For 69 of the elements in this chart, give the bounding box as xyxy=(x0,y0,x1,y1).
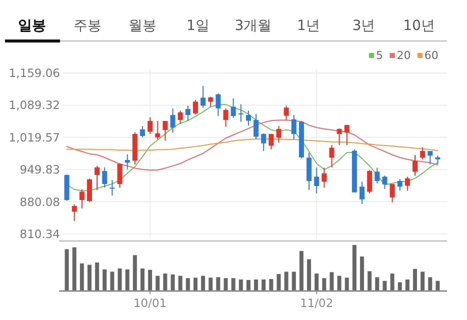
text: 1년 xyxy=(297,18,320,34)
bar xyxy=(148,270,152,291)
bar xyxy=(110,272,114,291)
bar xyxy=(368,271,372,291)
bar xyxy=(375,277,380,291)
legend-label: 20 xyxy=(396,49,411,62)
y-tick-label: 1,089.32 xyxy=(8,98,60,112)
legend-label: 5 xyxy=(376,49,383,62)
bar xyxy=(178,276,182,291)
bar xyxy=(186,278,190,291)
y-tick-label: 1,159.06 xyxy=(8,66,60,80)
text: 10년 xyxy=(403,18,436,34)
bar xyxy=(125,269,130,291)
bar xyxy=(72,247,76,291)
bar xyxy=(254,280,258,291)
bar xyxy=(307,259,312,291)
bar xyxy=(390,274,394,291)
bar xyxy=(330,272,334,291)
bar xyxy=(352,245,356,291)
bar xyxy=(163,274,168,291)
bar xyxy=(64,249,69,291)
bar xyxy=(132,255,137,291)
bar xyxy=(238,280,243,291)
bar xyxy=(95,262,100,291)
bar xyxy=(246,280,250,291)
bar xyxy=(193,278,198,291)
x-tick-label: 10/01 xyxy=(133,296,167,310)
y-tick-label: 810.34 xyxy=(20,227,60,241)
text: 일봉 xyxy=(18,18,46,34)
y-tick-label: 880.08 xyxy=(20,194,60,209)
bar xyxy=(344,278,349,291)
bar xyxy=(299,250,304,291)
text: 월봉 xyxy=(128,18,157,34)
bar xyxy=(337,276,342,291)
x-tick-label: 11/02 xyxy=(300,296,334,310)
bar xyxy=(360,256,364,291)
bar xyxy=(405,280,410,291)
bar xyxy=(436,280,440,291)
bar xyxy=(208,278,213,291)
bar xyxy=(292,272,296,291)
bar xyxy=(140,268,144,291)
legend-label: 60 xyxy=(424,49,438,62)
bar xyxy=(269,279,274,291)
y-tick-label: 949.83 xyxy=(20,162,60,177)
bar xyxy=(262,280,266,291)
bar xyxy=(314,274,319,291)
bar xyxy=(156,276,160,291)
text: 3개월 xyxy=(234,18,272,34)
bar xyxy=(428,277,432,291)
bar xyxy=(118,268,122,291)
bar xyxy=(87,264,92,291)
bar xyxy=(420,272,425,291)
bar xyxy=(413,268,418,291)
bar xyxy=(398,282,402,291)
bar xyxy=(231,278,236,291)
bar xyxy=(201,276,206,291)
bar xyxy=(102,269,107,291)
bar xyxy=(276,274,281,291)
bar xyxy=(284,272,288,291)
text: 1일 xyxy=(186,18,210,34)
y-tick-label: 1,019.57 xyxy=(8,130,60,144)
bar xyxy=(216,277,220,291)
bar xyxy=(382,280,387,291)
text: 3년 xyxy=(352,18,376,34)
text: 주봉 xyxy=(73,18,102,34)
bar xyxy=(80,263,84,291)
bar xyxy=(170,274,175,291)
bar xyxy=(322,278,326,291)
bar xyxy=(224,278,228,291)
